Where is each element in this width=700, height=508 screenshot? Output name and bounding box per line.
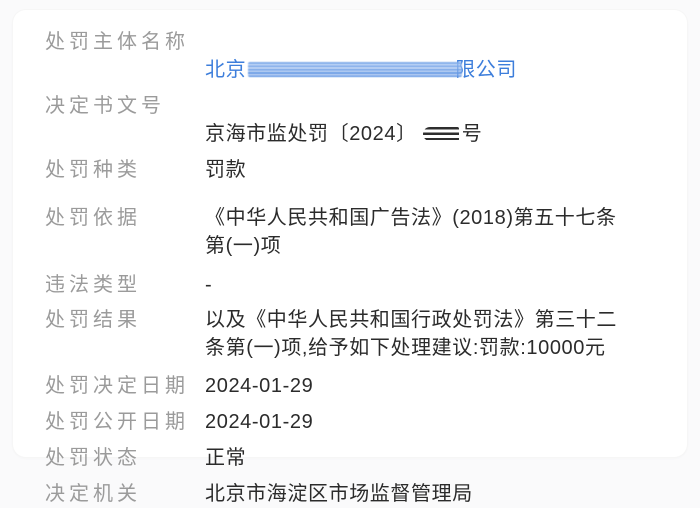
penalty-basis-value: 《中华人民共和国广告法》(2018)第五十七条 第(一)项 (205, 207, 617, 257)
decision-date-value: 2024-01-29 (205, 375, 314, 397)
field-label: 决定书文号 (45, 95, 165, 117)
field-row-penalty-type: 处罚种类 罚款 (45, 156, 671, 184)
entity-name-suffix: 限公司 (455, 59, 518, 81)
document-number-prefix: 京海市监处罚〔2024〕 (205, 123, 417, 145)
field-label: 决定机关 (45, 483, 141, 505)
field-label: 处罚状态 (45, 447, 141, 469)
field-row-violation-type: 违法类型 - (45, 271, 671, 299)
field-row-penalty-status: 处罚状态 正常 (45, 444, 671, 472)
publish-date-value: 2024-01-29 (205, 411, 314, 433)
penalty-type-value: 罚款 (205, 159, 247, 181)
entity-name-link[interactable]: 北京 限公司 (205, 28, 671, 84)
violation-type-value: - (205, 274, 213, 296)
entity-name-prefix: 北京 (205, 59, 247, 81)
field-label: 处罚依据 (45, 207, 141, 229)
field-label: 处罚决定日期 (45, 375, 189, 397)
penalty-field-list: 处罚主体名称 北京 限公司 决定书文号 京海市监处罚〔2024〕 号 处罚种类 罚款… (13, 10, 687, 508)
document-number-value: 京海市监处罚〔2024〕 号 (205, 92, 671, 148)
field-label: 处罚结果 (45, 309, 141, 331)
field-row-decision-date: 处罚决定日期 2024-01-29 (45, 372, 671, 400)
field-row-penalty-basis: 处罚依据 《中华人民共和国广告法》(2018)第五十七条 第(一)项 (45, 204, 671, 260)
document-number-suffix: 号 (461, 123, 483, 145)
field-row-publish-date: 处罚公开日期 2024-01-29 (45, 408, 671, 436)
decision-authority-value: 北京市海淀区市场监督管理局 (205, 483, 473, 505)
field-row-penalty-result: 处罚结果 以及《中华人民共和国行政处罚法》第三十二 条第(一)项,给予如下处理建… (45, 306, 671, 362)
penalty-status-value: 正常 (205, 447, 247, 469)
field-label: 违法类型 (45, 274, 141, 296)
field-row-entity-name: 处罚主体名称 北京 限公司 (45, 28, 671, 84)
redaction-stripes-icon (422, 127, 459, 141)
field-label: 处罚公开日期 (45, 411, 189, 433)
redaction-stripes-icon (248, 62, 463, 77)
field-row-document-number: 决定书文号 京海市监处罚〔2024〕 号 (45, 92, 671, 148)
field-row-decision-authority: 决定机关 北京市海淀区市场监督管理局 (45, 480, 671, 508)
field-label: 处罚主体名称 (45, 31, 189, 53)
field-label: 处罚种类 (45, 159, 141, 181)
penalty-info-card: 处罚主体名称 北京 限公司 决定书文号 京海市监处罚〔2024〕 号 处罚种类 罚款… (12, 9, 688, 505)
penalty-result-value: 以及《中华人民共和国行政处罚法》第三十二 条第(一)项,给予如下处理建议:罚款:… (205, 309, 617, 359)
